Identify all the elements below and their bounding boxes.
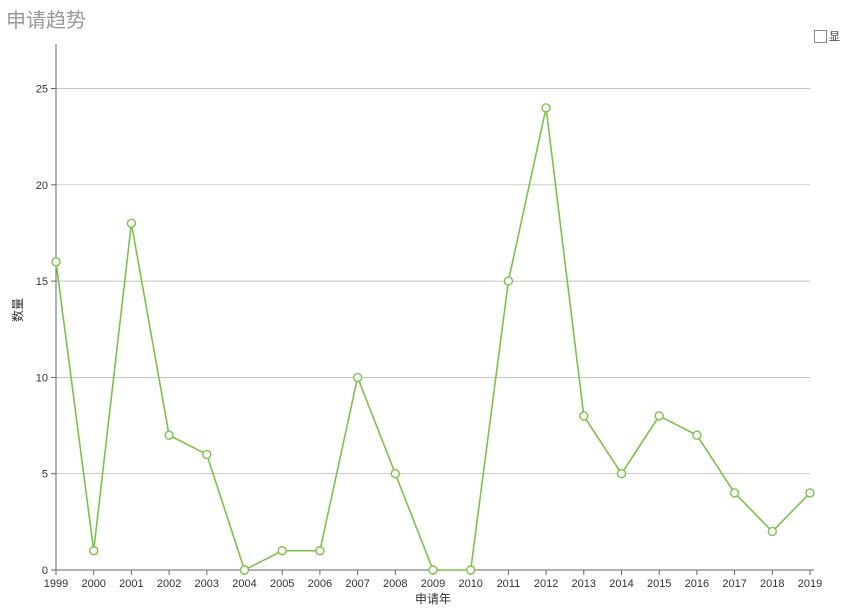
x-tick-label: 2018	[760, 578, 784, 590]
x-tick-label: 2012	[534, 578, 558, 590]
data-point	[580, 412, 588, 420]
data-point	[806, 489, 814, 497]
x-tick-label: 2009	[421, 578, 445, 590]
data-point	[90, 547, 98, 555]
y-tick-label: 15	[36, 276, 48, 288]
data-point	[203, 450, 211, 458]
y-axis-label: 数量	[10, 298, 25, 322]
x-tick-label: 2002	[157, 578, 181, 590]
x-tick-label: 2013	[572, 578, 596, 590]
data-point	[391, 470, 399, 478]
x-tick-label: 2019	[798, 578, 822, 590]
x-tick-label: 2000	[81, 578, 105, 590]
x-tick-label: 2005	[270, 578, 294, 590]
y-tick-label: 25	[36, 84, 48, 96]
data-point	[768, 527, 776, 535]
x-tick-label: 2016	[685, 578, 709, 590]
x-tick-label: 2014	[609, 578, 633, 590]
x-tick-label: 2007	[345, 578, 369, 590]
data-point	[52, 258, 60, 266]
data-point	[618, 470, 626, 478]
data-point	[316, 547, 324, 555]
x-tick-label: 2011	[497, 578, 521, 590]
x-tick-label: 2001	[119, 578, 143, 590]
x-tick-label: 2010	[458, 578, 482, 590]
data-point	[504, 277, 512, 285]
data-point	[731, 489, 739, 497]
data-point	[165, 431, 173, 439]
y-tick-label: 5	[42, 469, 48, 481]
x-tick-label: 2006	[308, 578, 332, 590]
data-point	[542, 104, 550, 112]
series-line	[56, 108, 810, 570]
data-point	[693, 431, 701, 439]
x-tick-label: 2008	[383, 578, 407, 590]
data-point	[127, 219, 135, 227]
y-tick-label: 20	[36, 180, 48, 192]
x-tick-label: 2017	[722, 578, 746, 590]
data-point	[278, 547, 286, 555]
data-point	[241, 566, 249, 574]
data-point	[354, 373, 362, 381]
x-tick-label: 2004	[232, 578, 256, 590]
data-point	[467, 566, 475, 574]
data-point	[655, 412, 663, 420]
y-tick-label: 0	[42, 565, 48, 577]
x-tick-label: 1999	[44, 578, 68, 590]
x-axis-label: 申请年	[415, 592, 451, 606]
x-tick-label: 2015	[647, 578, 671, 590]
chart-canvas: 0 5 10 15 20 25 1999 2000 2001 2002 2003 2004 2005 20…	[0, 0, 848, 613]
y-tick-label: 10	[36, 372, 48, 384]
data-point	[429, 566, 437, 574]
x-tick-label: 2003	[195, 578, 219, 590]
